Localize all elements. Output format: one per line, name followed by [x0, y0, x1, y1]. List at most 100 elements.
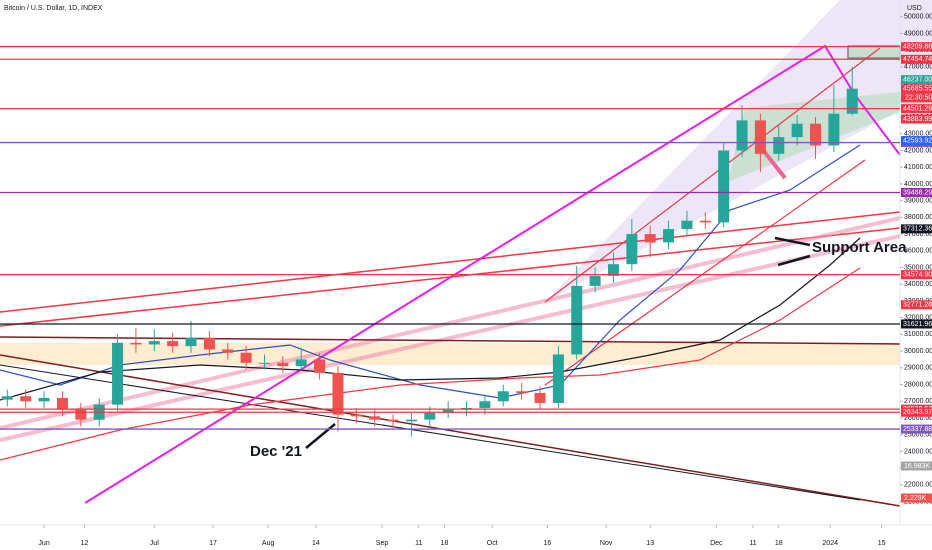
candle-body [240, 352, 252, 363]
candle-body [350, 414, 362, 417]
candle-body [607, 264, 619, 276]
x-tick-label: 11 [415, 540, 422, 547]
y-tick-label: 39000.00 [904, 197, 932, 204]
candle-body [828, 113, 840, 146]
y-tick-label: 22000.00 [904, 482, 932, 489]
candle-body [791, 123, 803, 138]
candle-body [644, 234, 656, 243]
arrow [305, 423, 336, 449]
price-label-box [901, 424, 932, 434]
price-label: 26343.97 [903, 409, 932, 416]
x-tick-label: 17 [209, 540, 217, 547]
y-tick-label: 32000.00 [904, 315, 932, 322]
candle-body [405, 419, 417, 422]
candle-body [571, 285, 583, 355]
y-tick-label: 29000.00 [904, 365, 932, 372]
countdown: 22:30:50 [905, 95, 932, 102]
volume-label: 2.229K [904, 495, 927, 502]
trend-line [0, 216, 901, 430]
price-label: 46237.00 [903, 76, 932, 83]
price-label-box [901, 319, 932, 329]
y-tick-label: 24000.00 [904, 448, 932, 455]
candle-body [277, 362, 289, 367]
candle-body [718, 150, 730, 223]
candle-body [424, 412, 436, 420]
candle-body [736, 120, 748, 151]
x-tick-label: 16 [543, 540, 551, 547]
price-label: 31621.96 [903, 321, 932, 328]
annotation: Dec '21 [250, 443, 302, 460]
candle-body [295, 359, 307, 367]
trend-line [0, 234, 901, 442]
x-tick-label: Nov [600, 540, 613, 547]
x-tick-label: 15 [878, 540, 886, 547]
price-label: 37312.36 [903, 226, 932, 233]
candle-body [222, 349, 234, 353]
y-tick-label: 35000.00 [904, 264, 932, 271]
price-label: 42593.92 [903, 137, 932, 144]
volume-label-box [901, 493, 932, 503]
countdown-box [901, 93, 932, 103]
trend-line [0, 364, 861, 501]
price-label-box [901, 114, 932, 124]
candle-body [626, 234, 638, 265]
candle-body [810, 123, 822, 146]
x-tick-label: Aug [262, 540, 275, 547]
price-label-box [901, 84, 932, 94]
price-label-box [901, 104, 932, 114]
y-tick-label: 37000.00 [904, 231, 932, 238]
annotation: Support Area [812, 239, 907, 256]
price-label-box [901, 75, 932, 85]
candle-body [846, 88, 858, 114]
y-tick-label: 26000.00 [904, 415, 932, 422]
chart-title: Bitcoin / U.S. Dollar, 1D, INDEX [4, 5, 103, 12]
price-label-box [901, 136, 932, 146]
price-label: 48209.88 [903, 43, 932, 50]
y-tick-label: 38000.00 [904, 214, 932, 221]
y-tick-label: 25000.00 [904, 432, 932, 439]
price-label: 45685.55 [903, 86, 932, 93]
price-label-box [901, 42, 932, 52]
x-tick-label: 11 [749, 540, 756, 547]
price-label-box [901, 187, 932, 197]
price-label-box [901, 300, 932, 310]
candle-body [387, 419, 399, 422]
price-label: 34574.90 [903, 271, 932, 278]
candle-body [442, 409, 454, 413]
y-tick-label: 47000.00 [904, 64, 932, 71]
y-tick-label: 34000.00 [904, 281, 932, 288]
trend-line [544, 47, 881, 303]
candle-body [516, 391, 528, 393]
x-tick-label: 18 [441, 540, 449, 547]
candle-body [773, 137, 785, 154]
candle-body [479, 401, 491, 408]
price-label-box [901, 407, 932, 417]
candle-body [754, 120, 766, 154]
candle-body [681, 220, 693, 230]
x-tick-label: Dec [710, 540, 723, 547]
price-label-box [901, 224, 932, 234]
channel [545, 0, 932, 302]
candle-body [314, 359, 326, 373]
y-tick-label: 27000.00 [904, 398, 932, 405]
price-label: 44501.29 [903, 106, 932, 113]
candle-body [552, 354, 564, 403]
moving-average [0, 267, 861, 461]
candle-body [497, 391, 509, 402]
trend-line [544, 159, 866, 386]
y-tick-label: 42000.00 [904, 147, 932, 154]
price-label: 25337.88 [903, 426, 932, 433]
arrow [774, 236, 811, 247]
candle-body [38, 397, 50, 402]
trend-line [0, 211, 901, 313]
candle-body [369, 416, 381, 420]
candle-body [130, 342, 142, 345]
candle-body [332, 372, 344, 415]
x-tick-label: Oct [487, 540, 498, 547]
x-tick-label: 14 [312, 540, 320, 547]
x-tick-label: 13 [646, 540, 654, 547]
trend-line [0, 336, 901, 345]
price-label-box [901, 54, 932, 64]
x-tick-label: Jul [150, 540, 159, 547]
